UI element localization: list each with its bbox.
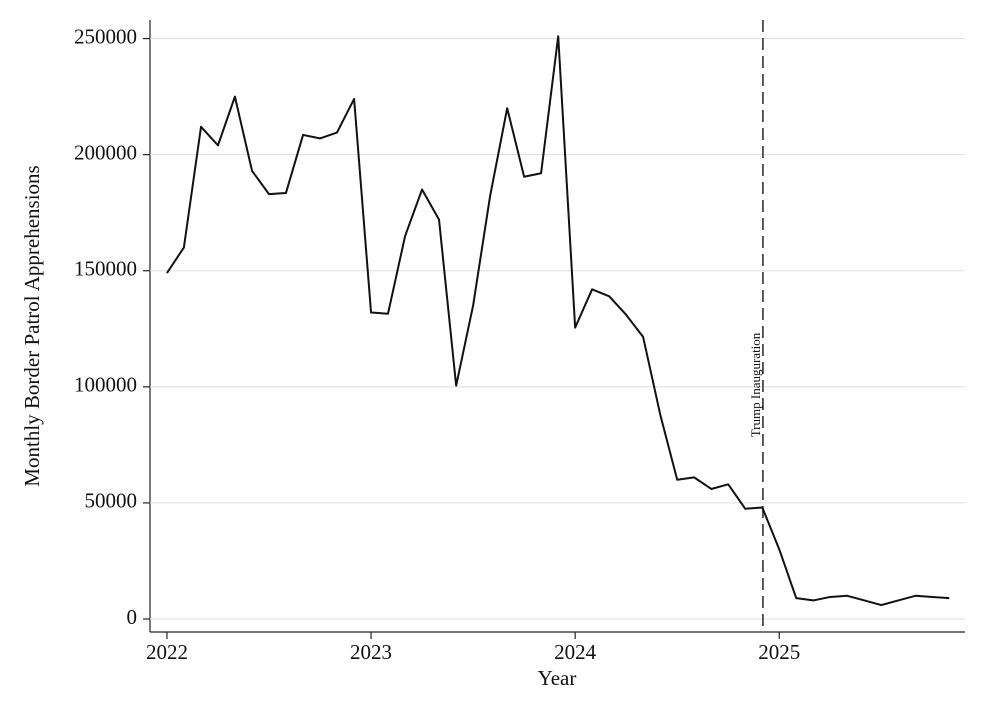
x-axis-label: Year — [538, 666, 577, 690]
reference-label: Trump Inauguration — [748, 332, 763, 437]
y-tick-label: 250000 — [74, 24, 137, 48]
x-tick-label: 2022 — [146, 640, 188, 664]
y-tick-label: 50000 — [85, 489, 138, 513]
x-tick-label: 2023 — [350, 640, 392, 664]
y-tick-label: 100000 — [74, 373, 137, 397]
x-tick-label: 2025 — [758, 640, 800, 664]
y-tick-label: 0 — [127, 605, 138, 629]
x-tick-label: 2024 — [554, 640, 597, 664]
data-line — [166, 35, 950, 607]
y-tick-label: 150000 — [74, 257, 137, 281]
y-tick-label: 200000 — [74, 140, 137, 164]
y-axis-label: Monthly Border Patrol Apprehensions — [20, 165, 44, 486]
